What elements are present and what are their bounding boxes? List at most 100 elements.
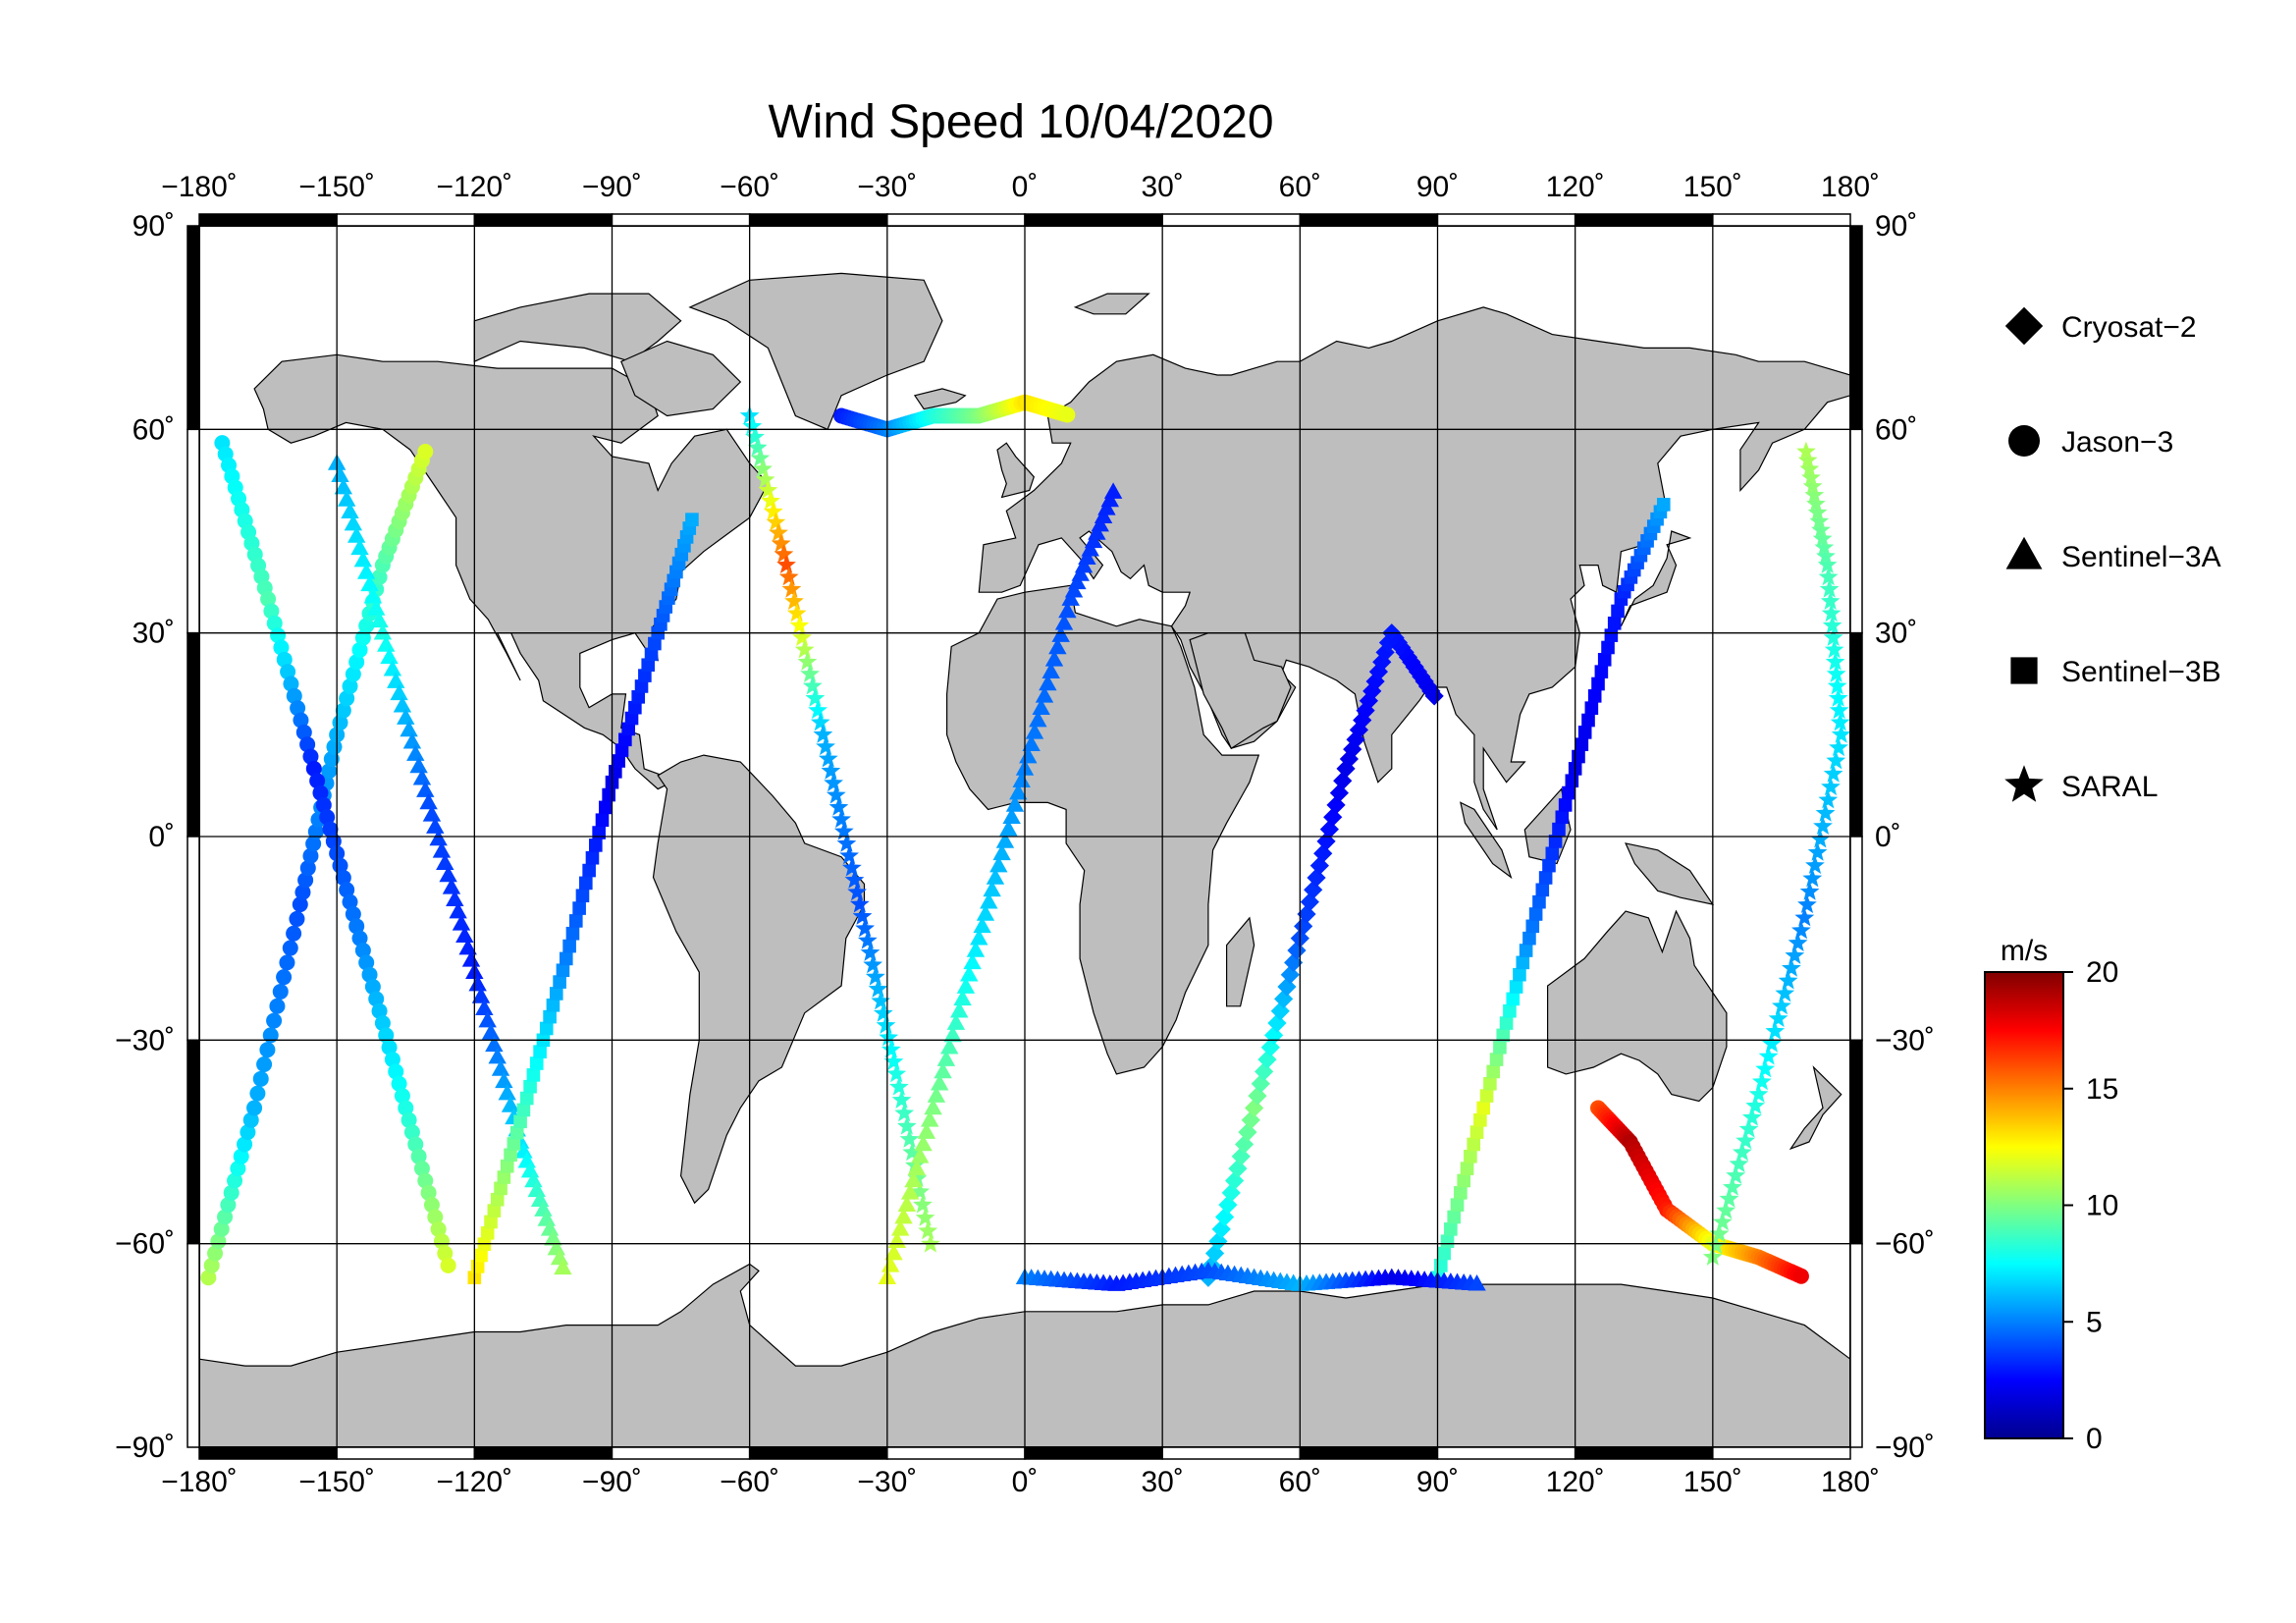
track-point [1772,996,1791,1015]
track-point [818,748,838,768]
track-point [575,889,590,903]
track-point [786,603,807,622]
lon-tick-label: −60˚ [720,1466,779,1498]
track-point [1755,1058,1776,1078]
lon-tick-label: 60˚ [1279,1466,1321,1498]
track-point [1454,1186,1468,1200]
lon-tick-label: 0˚ [1012,171,1039,203]
track-point [426,817,445,834]
lat-tick-label: −30˚ [1875,1024,1935,1056]
track-point [297,872,314,889]
track-point [579,876,593,891]
track-point [976,904,995,921]
track-point [1032,698,1050,715]
frame-segment [1436,1446,1576,1460]
lat-tick-label: 90˚ [1875,210,1917,243]
colorbar-unit: m/s [2001,935,2048,967]
track-point [549,987,563,1001]
new-guinea-land [1625,842,1715,905]
track-point [249,1085,266,1102]
track-point [1785,946,1805,964]
frame-segment [336,213,476,227]
track-point [910,1181,931,1201]
track-point [439,865,457,883]
track-point [1372,652,1392,672]
track-point [890,1219,910,1236]
track-point [1506,992,1521,1006]
track-point [539,1021,554,1036]
track-point [1758,1046,1779,1065]
baffin-land [620,340,742,417]
track-point [992,843,1011,861]
track-point [1457,1173,1470,1188]
track-point [1802,868,1823,888]
track-point [900,1183,920,1200]
track-point [1509,980,1523,994]
legend-label: Sentinel−3B [2061,656,2221,688]
track-point [364,979,381,996]
lat-tick-label: 30˚ [133,618,175,650]
frame-segment [1849,428,1863,634]
track-point [509,1125,524,1140]
track-point [1489,1053,1504,1066]
track-point [769,522,788,542]
frame-segment [1299,1446,1439,1460]
lat-tick-label: 60˚ [133,413,175,446]
track-point [543,1009,557,1024]
legend-label: Cryosat−2 [2061,311,2197,344]
track-point [487,1204,502,1217]
track-point [203,1257,220,1273]
track-point [200,1270,217,1286]
track-point [802,676,823,695]
track-point [494,1181,507,1196]
track-point [270,627,287,644]
frame-segment [1849,836,1863,1042]
frame-segment [198,213,338,227]
track-point [808,700,828,720]
track-point [863,954,882,974]
track-point [847,882,867,901]
track-point [936,1050,956,1066]
track-point [471,987,491,1003]
track-point [914,1134,933,1152]
track-point [1792,1268,1809,1284]
lon-tick-label: −180˚ [161,171,238,203]
track-point [986,868,1005,885]
nz-land [1789,1065,1842,1151]
track-point [331,465,349,483]
track-point [685,513,699,526]
track-point [1805,855,1825,874]
track-point [409,756,428,774]
track-point [763,501,783,520]
lon-tick-label: −150˚ [298,171,375,203]
track-point [963,952,982,970]
track-point [789,615,810,634]
track-point [497,1170,511,1184]
track-point [437,1245,454,1262]
track-point [495,1071,513,1089]
track-point [1516,955,1530,970]
track-point [1450,1198,1465,1212]
track-point [899,1129,920,1148]
track-point [436,853,454,870]
colorbar-tick-label: 10 [2086,1190,2118,1222]
track-point [1434,1259,1448,1272]
track-point [934,1061,952,1079]
track-point [498,1084,516,1101]
track-point [1831,724,1850,743]
track-point [873,1002,893,1022]
track-point [1483,1076,1497,1091]
track-point [755,469,775,489]
track-point [966,941,986,957]
track-point [761,491,780,510]
track-point [295,724,312,740]
track-point [484,1215,498,1229]
track-point [918,1220,938,1240]
track-point [1807,502,1828,521]
track-point [461,950,481,967]
track-point [612,754,625,768]
circle-icon [2008,425,2040,457]
track-point [371,1002,388,1019]
track-point [384,1052,400,1068]
track-point [348,918,365,935]
